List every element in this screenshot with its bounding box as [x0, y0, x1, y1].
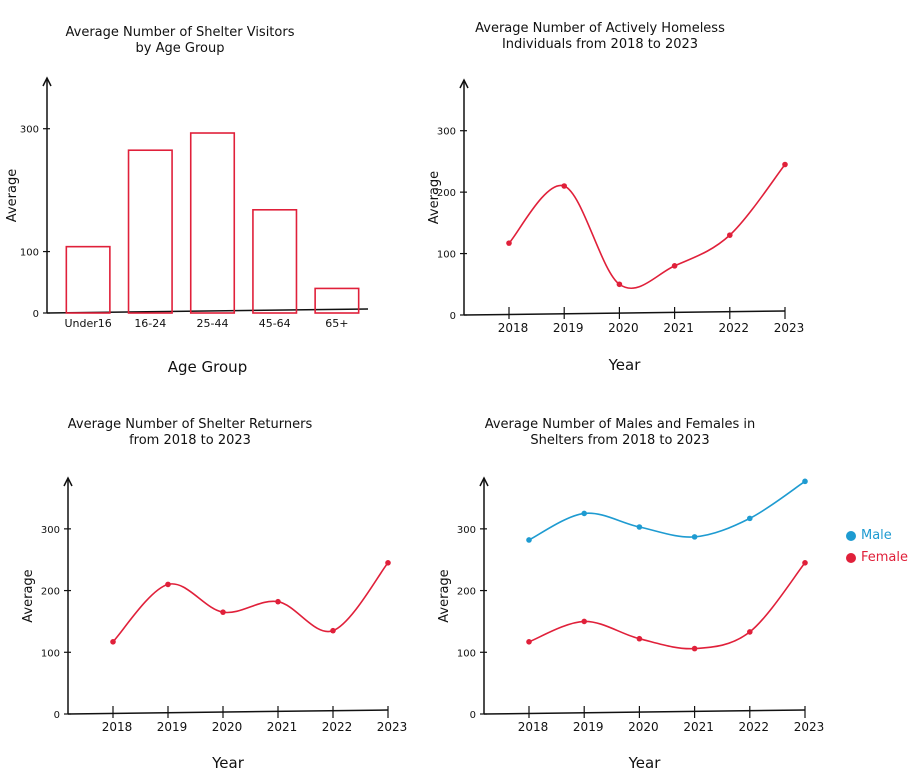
chart-4-point-female-2022	[747, 629, 753, 635]
chart-2-x-tick-label: 2020	[608, 321, 639, 335]
chart-2-x-tick-label: 2019	[553, 321, 584, 335]
chart-2-y-tick-label: 0	[450, 311, 456, 322]
chart-2-x-tick-label: 2021	[663, 321, 694, 335]
chart-1-y-tick-label: 300	[20, 125, 39, 136]
chart-2-x-axis	[463, 310, 786, 316]
chart-4-line-male	[528, 480, 806, 541]
chart-2-x-tick-label: 2022	[719, 321, 750, 335]
chart-3-point-series-1-2020	[220, 609, 226, 615]
chart-4-y-tick-label: 100	[457, 648, 476, 659]
chart-1-xlabel: Age Group	[168, 358, 247, 376]
chart-4-y-tick-label: 300	[457, 525, 476, 536]
chart-4-xlabel: Year	[628, 754, 662, 772]
legend-label-female: Female	[861, 550, 909, 565]
chart-3-point-series-1-2018	[110, 638, 116, 645]
chart-3-point-series-1-2022	[330, 627, 336, 634]
x-tick-label: 45-64	[259, 317, 291, 330]
chart-2-point-series-1-2021	[671, 263, 678, 269]
legend-item-female: Female	[846, 547, 908, 569]
chart-4-point-female-2020	[636, 635, 643, 642]
legend-item-male: Male	[846, 525, 908, 547]
chart-2-ylabel: Average	[427, 171, 442, 224]
chart-4-point-female-2019	[581, 618, 587, 625]
chart-3-x-axis	[67, 709, 389, 715]
chart-4-x-tick-label: 2020	[628, 720, 659, 734]
chart-1-y-tick-label: 100	[20, 248, 39, 259]
chart-2-point-series-1-2022	[727, 232, 733, 238]
chart-4-y-arrow	[479, 476, 489, 487]
chart-2-point-series-1-2023	[782, 161, 788, 168]
chart-3-x-tick-label: 2018	[102, 720, 133, 734]
bar-under16	[65, 245, 111, 314]
chart-3-point-series-1-2021	[275, 598, 281, 605]
chart-4-point-female-2018	[526, 638, 532, 645]
chart-3-title: Average Number of Shelter Returners from …	[68, 417, 313, 448]
chart-3-point-series-1-2019	[165, 581, 171, 588]
chart-2-x-tick-label: 2023	[774, 321, 805, 335]
chart-3-x-tick-label: 2022	[322, 720, 353, 734]
chart-4-point-male-2018	[526, 537, 532, 543]
chart-2-xlabel: Year	[608, 356, 642, 374]
chart-3-xlabel: Year	[211, 754, 245, 772]
chart-3-y-tick-label: 0	[54, 710, 60, 721]
chart-2-point-series-1-2020	[616, 281, 623, 288]
chart-4-point-male-2020	[636, 524, 643, 530]
chart-4-x-tick-label: 2023	[794, 720, 825, 734]
chart-2-y-tick-label: 200	[437, 188, 456, 199]
x-tick-label: 25-44	[197, 317, 229, 330]
x-tick-label: 16-24	[134, 317, 166, 330]
bar-45-64	[252, 209, 298, 314]
chart-4-line-female	[528, 562, 806, 650]
chart-3-x-tick-label: 2020	[212, 720, 243, 734]
legend-swatch-female	[846, 553, 856, 563]
chart-4-x-tick-label: 2018	[518, 720, 549, 734]
x-tick-label: 65+	[325, 317, 348, 330]
chart-1-ylabel: Average	[5, 169, 20, 222]
chart-2-title: Average Number of Actively Homeless Indiv…	[475, 21, 725, 52]
chart-3-ylabel: Average	[21, 569, 36, 622]
chart-3-line-series-1	[112, 562, 389, 643]
chart-1-y-arrow	[42, 76, 52, 87]
chart-2-point-series-1-2019	[561, 183, 567, 189]
chart-3-x-tick-label: 2023	[377, 720, 408, 734]
chart-1-y-tick-label: 0	[33, 309, 39, 320]
chart-3-x-tick-label: 2021	[267, 720, 298, 734]
chart-3-y-tick-label: 200	[41, 587, 60, 598]
chart-4-title: Average Number of Males and Females in Sh…	[485, 417, 756, 448]
legend: Male Female	[846, 525, 908, 569]
chart-2-y-tick-label: 300	[437, 127, 456, 138]
chart-2-y-arrow	[459, 78, 469, 89]
bar-65-	[314, 287, 360, 314]
chart-4-point-male-2022	[747, 515, 753, 522]
chart-4-y-tick-label: 200	[457, 587, 476, 598]
bar-16-24	[127, 149, 173, 314]
chart-4-x-axis	[483, 709, 806, 715]
chart-3-y-arrow	[63, 476, 73, 487]
chart-3-y-tick-label: 300	[41, 525, 60, 536]
chart-3-x-tick-label: 2019	[157, 720, 188, 734]
chart-4-ylabel: Average	[437, 569, 452, 622]
chart-4-point-female-2021	[691, 645, 698, 652]
legend-swatch-male	[846, 531, 856, 541]
chart-3-point-series-1-2023	[385, 560, 391, 566]
chart-1-title: Average Number of Shelter Visitors by Age…	[66, 25, 295, 56]
chart-4-x-tick-label: 2021	[683, 720, 714, 734]
chart-4-x-tick-label: 2022	[739, 720, 770, 734]
legend-label-male: Male	[861, 528, 892, 543]
chart-2-y-tick-label: 100	[437, 250, 456, 261]
x-tick-label: Under16	[64, 317, 111, 330]
chart-2-line-series-1	[508, 164, 786, 290]
chart-4-point-male-2023	[802, 478, 808, 485]
chart-2-point-series-1-2018	[506, 240, 512, 246]
chart-3-y-tick-label: 100	[41, 648, 60, 659]
chart-4-point-male-2019	[581, 510, 587, 517]
chart-2-x-tick-label: 2018	[498, 321, 529, 335]
chart-4-y-tick-label: 0	[470, 710, 476, 721]
chart-4-point-female-2023	[802, 560, 808, 566]
chart-4-point-male-2021	[691, 534, 698, 540]
bar-25-44	[189, 132, 236, 314]
chart-4-x-tick-label: 2019	[573, 720, 604, 734]
